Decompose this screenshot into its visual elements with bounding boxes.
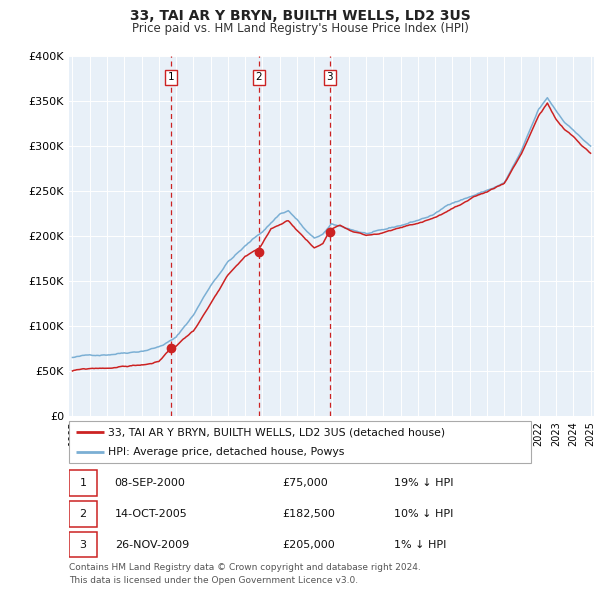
FancyBboxPatch shape [69,421,531,463]
Text: 3: 3 [79,540,86,549]
Text: 1: 1 [79,478,86,488]
Text: This data is licensed under the Open Government Licence v3.0.: This data is licensed under the Open Gov… [69,576,358,585]
FancyBboxPatch shape [69,470,97,496]
Text: 33, TAI AR Y BRYN, BUILTH WELLS, LD2 3US: 33, TAI AR Y BRYN, BUILTH WELLS, LD2 3US [130,9,470,23]
Text: 14-OCT-2005: 14-OCT-2005 [115,509,187,519]
Text: 1: 1 [167,72,174,82]
Text: 3: 3 [326,72,333,82]
Text: 26-NOV-2009: 26-NOV-2009 [115,540,189,549]
Text: £205,000: £205,000 [283,540,335,549]
Text: £75,000: £75,000 [283,478,328,488]
FancyBboxPatch shape [69,532,97,558]
Text: 2: 2 [256,72,262,82]
Text: 19% ↓ HPI: 19% ↓ HPI [394,478,454,488]
Text: 1% ↓ HPI: 1% ↓ HPI [394,540,446,549]
Text: 10% ↓ HPI: 10% ↓ HPI [394,509,454,519]
FancyBboxPatch shape [69,501,97,527]
Text: 08-SEP-2000: 08-SEP-2000 [115,478,185,488]
Text: HPI: Average price, detached house, Powys: HPI: Average price, detached house, Powy… [108,447,344,457]
Text: £182,500: £182,500 [283,509,335,519]
Text: Price paid vs. HM Land Registry's House Price Index (HPI): Price paid vs. HM Land Registry's House … [131,22,469,35]
Text: 33, TAI AR Y BRYN, BUILTH WELLS, LD2 3US (detached house): 33, TAI AR Y BRYN, BUILTH WELLS, LD2 3US… [108,427,445,437]
Text: Contains HM Land Registry data © Crown copyright and database right 2024.: Contains HM Land Registry data © Crown c… [69,563,421,572]
Text: 2: 2 [79,509,86,519]
